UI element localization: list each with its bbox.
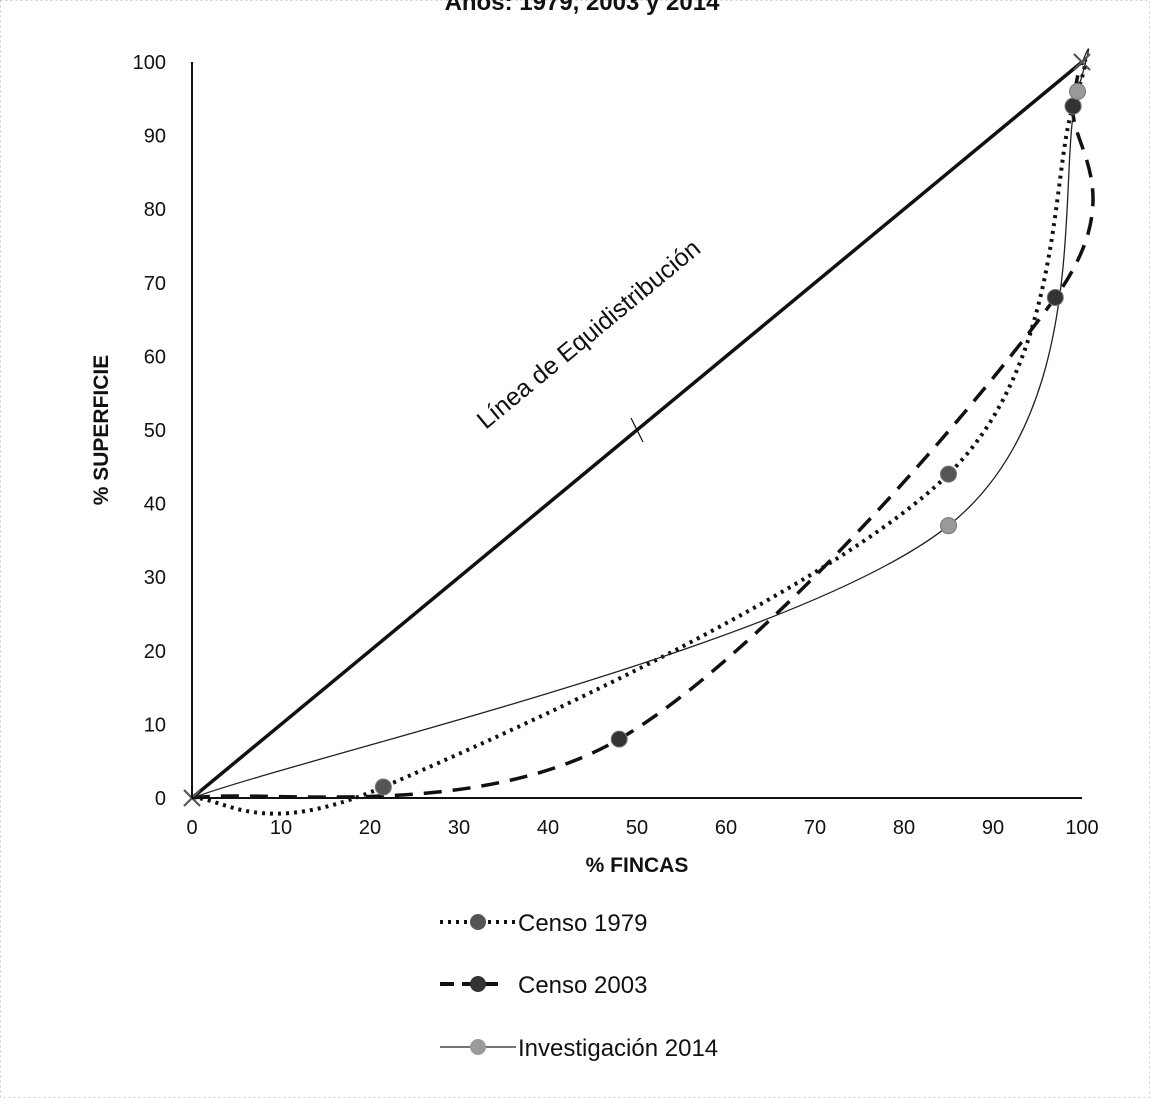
y-tick-label: 50 [144, 420, 166, 442]
data-point-censo-2003 [1064, 97, 1082, 115]
x-tick-label: 50 [626, 817, 648, 839]
y-tick-label: 30 [144, 567, 166, 589]
data-point-investigacion-2014 [1069, 82, 1087, 100]
y-tick-label: 60 [144, 346, 166, 368]
x-tick-label: 60 [715, 817, 737, 839]
data-point-censo-1979 [374, 778, 392, 796]
series-line-censo-2003 [191, 61, 1095, 800]
x-tick-label: 0 [186, 817, 197, 839]
x-tick-label: 100 [1065, 817, 1098, 839]
x-tick-label: 90 [982, 817, 1004, 839]
y-axis-title: % SUPERFICIE [90, 355, 113, 506]
x-tick-label: 80 [893, 817, 915, 839]
legend-item-censo-1979: Censo 1979 [440, 910, 647, 937]
legend-label-investigacion-2014: Investigación 2014 [518, 1035, 718, 1062]
legend-item-investigacion-2014: Investigación 2014 [440, 1035, 718, 1062]
legend-marker-censo-1979 [470, 914, 486, 930]
y-tick-label: 80 [144, 199, 166, 221]
data-point-investigacion-2014 [940, 517, 957, 535]
legend-label-censo-2003: Censo 2003 [518, 972, 647, 999]
y-tick-label: 0 [155, 788, 166, 810]
legend-item-censo-2003: Censo 2003 [440, 972, 647, 999]
endpoint-cross-marker [1073, 53, 1091, 71]
y-tick-label: 20 [144, 641, 166, 663]
legend-marker-censo-2003 [470, 976, 486, 992]
data-point-censo-2003 [1046, 289, 1064, 307]
x-tick-labels: 0 10 20 30 40 50 60 70 80 90 100 [186, 817, 1098, 839]
series-line-investigacion-2014 [191, 48, 1090, 799]
x-axis-title: % FINCAS [586, 854, 689, 877]
x-tick-label: 10 [270, 817, 292, 839]
data-point-censo-1979 [940, 465, 957, 483]
y-tick-labels: 0 10 20 30 40 50 60 70 80 90 100 [133, 52, 166, 810]
y-tick-label: 10 [144, 714, 166, 736]
y-tick-label: 100 [133, 52, 166, 74]
legend-marker-investigacion-2014 [470, 1039, 486, 1055]
y-tick-label: 40 [144, 494, 166, 516]
legend-label-censo-1979: Censo 1979 [518, 910, 647, 937]
x-tick-label: 40 [537, 817, 559, 839]
x-tick-label: 30 [448, 817, 470, 839]
y-tick-label: 70 [144, 273, 166, 295]
equidistribution-midpoint-tick [630, 417, 644, 443]
y-tick-label: 90 [144, 126, 166, 148]
x-tick-label: 20 [359, 817, 381, 839]
chart-title: Años: 1979, 2003 y 2014 [445, 0, 721, 16]
data-point-censo-2003 [610, 730, 628, 748]
x-tick-label: 70 [804, 817, 826, 839]
legend: Censo 1979 Censo 2003 Investigación 2014 [440, 910, 718, 1062]
